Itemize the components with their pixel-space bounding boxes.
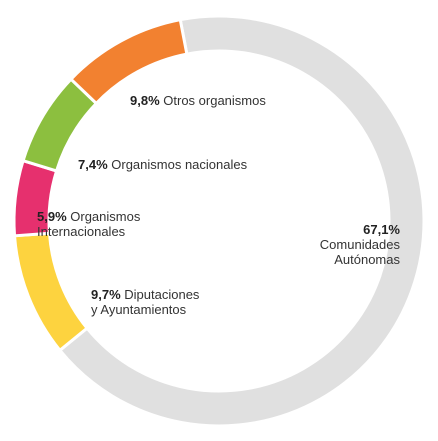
label: 5,9% Organismos Internacionales — [37, 209, 147, 239]
value-label: 5,9% — [37, 209, 67, 224]
donut-segment — [68, 17, 189, 106]
value-label: 9,8% — [130, 93, 160, 108]
label: 67,1% Comunidades Autónomas — [300, 222, 400, 267]
donut-segment — [57, 14, 426, 428]
label: 7,4% Organismos nacionales — [78, 157, 298, 172]
label: 9,8% Otros organismos — [130, 93, 350, 108]
category-label: Otros organismos — [163, 93, 266, 108]
category-label: Diputaciones y Ayuntamientos — [91, 287, 200, 317]
label: 9,7% Diputaciones y Ayuntamientos — [91, 287, 203, 317]
category-label: Comunidades Autónomas — [319, 237, 400, 267]
value-label: 9,7% — [91, 287, 121, 302]
donut-segment — [12, 231, 90, 353]
value-label: 67,1% — [363, 222, 400, 237]
category-label: Organismos nacionales — [111, 157, 248, 172]
category-label: Organismos Internacionales — [37, 209, 141, 239]
value-label: 7,4% — [78, 157, 108, 172]
